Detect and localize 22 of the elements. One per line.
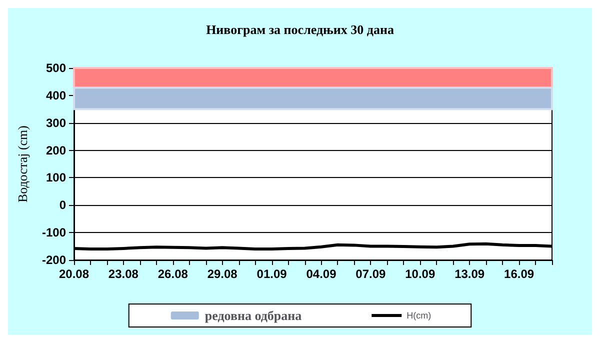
y-tick-label: 100: [46, 170, 66, 185]
legend-label: H(cm): [406, 310, 432, 320]
y-axis-title: Водостај (cm): [15, 125, 30, 203]
x-tick-label: 07.09: [356, 267, 386, 281]
legend-label: редовна одбрана: [204, 308, 302, 323]
x-tick-label: 26.08: [158, 267, 188, 281]
y-tick-label: -200: [42, 253, 66, 267]
y-tick-label: 200: [46, 143, 66, 158]
x-tick-label: 04.09: [306, 267, 337, 281]
x-tick-label: 29.08: [207, 267, 238, 281]
y-tick-label: 500: [46, 61, 66, 75]
chart-title: Нивограм за последњих 30 дана: [206, 22, 394, 37]
x-tick-label: 20.08: [58, 267, 90, 281]
y-tick-label: -100: [42, 226, 66, 240]
y-tick-label: 0: [59, 198, 66, 212]
x-tick-label: 01.09: [256, 267, 288, 281]
x-tick-label: 16.09: [504, 267, 534, 281]
x-tick-label: 23.08: [108, 267, 139, 281]
x-tick-label: 13.09: [454, 267, 485, 281]
y-tick-label: 400: [46, 88, 66, 102]
y-tick-label: 300: [46, 116, 66, 130]
x-tick-label: 10.09: [405, 267, 436, 281]
